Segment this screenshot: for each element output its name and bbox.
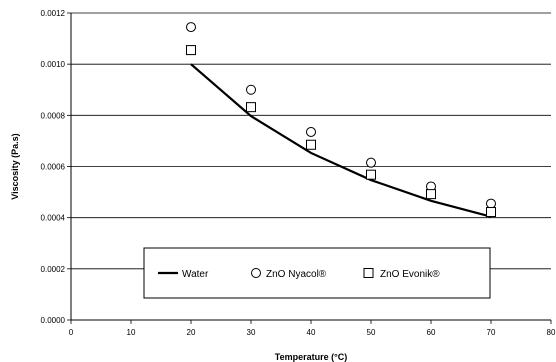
x-tick-label: 0 — [69, 328, 74, 337]
evonik-point — [186, 45, 196, 56]
nyacol-point — [366, 157, 376, 168]
x-tick-label: 80 — [547, 328, 556, 337]
legend-circle-marker — [251, 268, 261, 278]
y-tick-label: 0.0008 — [41, 111, 66, 120]
evonik-point — [486, 207, 496, 218]
nyacol-point — [306, 126, 316, 137]
y-tick-label: 0.0002 — [41, 265, 66, 274]
evonik-point — [366, 169, 376, 180]
legend: Water ZnO Nyacol® ZnO Evonik® — [143, 247, 491, 299]
tick-labels: 0.0000 0.0002 0.0004 0.0006 0.0008 0.0010 0.00… — [41, 9, 556, 337]
y-tick-label: 0.0000 — [41, 316, 66, 325]
data-series — [186, 22, 496, 218]
nyacol-point — [246, 84, 256, 95]
legend-square-marker — [363, 268, 374, 278]
legend-label-nyacol: ZnO Nyacol® — [266, 269, 327, 280]
axes — [67, 12, 552, 324]
x-tick-label: 10 — [127, 328, 136, 337]
water-line — [190, 63, 492, 218]
evonik-point — [246, 102, 256, 113]
evonik-point — [306, 139, 316, 150]
legend-label-evonik: ZnO Evonik® — [380, 269, 440, 280]
y-tick-label: 0.0010 — [41, 60, 66, 69]
legend-box — [143, 247, 491, 299]
x-tick-label: 60 — [427, 328, 436, 337]
nyacol-point — [486, 198, 496, 209]
x-tick-label: 40 — [307, 328, 316, 337]
y-axis-title: Viscosity (Pa.s) — [10, 133, 20, 199]
nyacol-point — [186, 22, 196, 33]
y-tick-label: 0.0012 — [41, 9, 66, 18]
y-tick-label: 0.0004 — [41, 214, 66, 223]
evonik-point — [426, 189, 436, 200]
x-tick-label: 50 — [367, 328, 376, 337]
y-tick-label: 0.0006 — [41, 163, 66, 172]
legend-label-water: Water — [182, 269, 209, 280]
x-tick-label: 20 — [187, 328, 196, 337]
x-tick-label: 70 — [487, 328, 496, 337]
x-axis-title: Temperature (°C) — [275, 352, 347, 362]
x-tick-label: 30 — [247, 328, 256, 337]
